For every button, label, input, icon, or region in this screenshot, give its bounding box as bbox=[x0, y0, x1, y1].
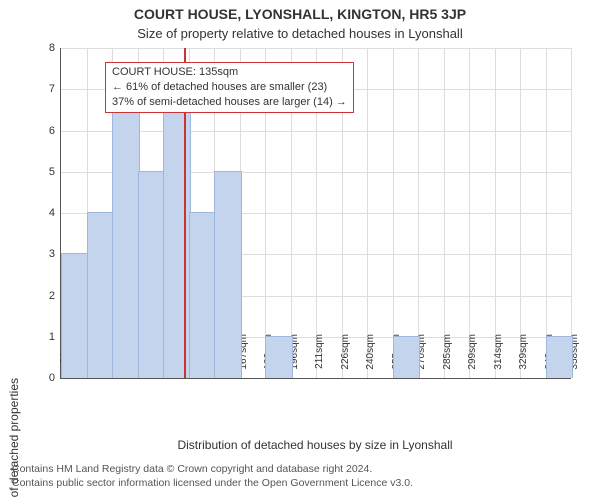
y-tick-label: 7 bbox=[49, 83, 55, 95]
gridline-v bbox=[520, 48, 521, 378]
chart-subtitle: Size of property relative to detached ho… bbox=[0, 26, 600, 41]
histogram-bar bbox=[214, 171, 242, 378]
y-tick-label: 2 bbox=[49, 290, 55, 302]
histogram-bar bbox=[112, 88, 140, 378]
histogram-bar bbox=[189, 212, 217, 378]
gridline-v bbox=[571, 48, 572, 378]
plot-area: 01234567864sqm79sqm93sqm108sqm123sqm138s… bbox=[60, 48, 571, 379]
footer-text: Contains HM Land Registry data © Crown c… bbox=[12, 462, 592, 490]
footer-line-1: Contains HM Land Registry data © Crown c… bbox=[12, 462, 592, 476]
gridline-v bbox=[469, 48, 470, 378]
gridline-v bbox=[418, 48, 419, 378]
histogram-bar bbox=[265, 336, 293, 378]
histogram-bar bbox=[393, 336, 421, 378]
y-tick-label: 3 bbox=[49, 248, 55, 260]
gridline-v bbox=[495, 48, 496, 378]
x-tick-label: 299sqm bbox=[467, 334, 478, 384]
x-tick-label: 285sqm bbox=[442, 334, 453, 384]
y-tick-label: 6 bbox=[49, 125, 55, 137]
y-tick-label: 1 bbox=[49, 331, 55, 343]
annotation-line-3: 37% of semi-detached houses are larger (… bbox=[112, 95, 347, 110]
y-tick-label: 5 bbox=[49, 166, 55, 178]
y-tick-label: 8 bbox=[49, 42, 55, 54]
x-tick-label: 314sqm bbox=[493, 334, 504, 384]
gridline-v bbox=[546, 48, 547, 378]
x-tick-label: 240sqm bbox=[365, 334, 376, 384]
histogram-bar bbox=[138, 171, 166, 378]
histogram-bar bbox=[87, 212, 115, 378]
histogram-bar bbox=[163, 88, 191, 378]
histogram-bar bbox=[546, 336, 574, 378]
x-tick-label: 211sqm bbox=[314, 334, 325, 384]
chart-title: COURT HOUSE, LYONSHALL, KINGTON, HR5 3JP bbox=[0, 6, 600, 22]
footer-line-2: Contains public sector information licen… bbox=[12, 476, 592, 490]
y-tick-label: 0 bbox=[49, 372, 55, 384]
annotation-line-1: COURT HOUSE: 135sqm bbox=[112, 65, 347, 80]
x-tick-label: 329sqm bbox=[518, 334, 529, 384]
gridline-v bbox=[444, 48, 445, 378]
gridline-v bbox=[367, 48, 368, 378]
x-tick-label: 226sqm bbox=[340, 334, 351, 384]
annotation-box: COURT HOUSE: 135sqm ← 61% of detached ho… bbox=[105, 62, 354, 113]
chart-container: COURT HOUSE, LYONSHALL, KINGTON, HR5 3JP… bbox=[0, 0, 600, 500]
histogram-bar bbox=[61, 253, 89, 378]
x-axis-label: Distribution of detached houses by size … bbox=[60, 438, 570, 452]
annotation-line-2: ← 61% of detached houses are smaller (23… bbox=[112, 80, 347, 95]
gridline-v bbox=[393, 48, 394, 378]
y-tick-label: 4 bbox=[49, 207, 55, 219]
